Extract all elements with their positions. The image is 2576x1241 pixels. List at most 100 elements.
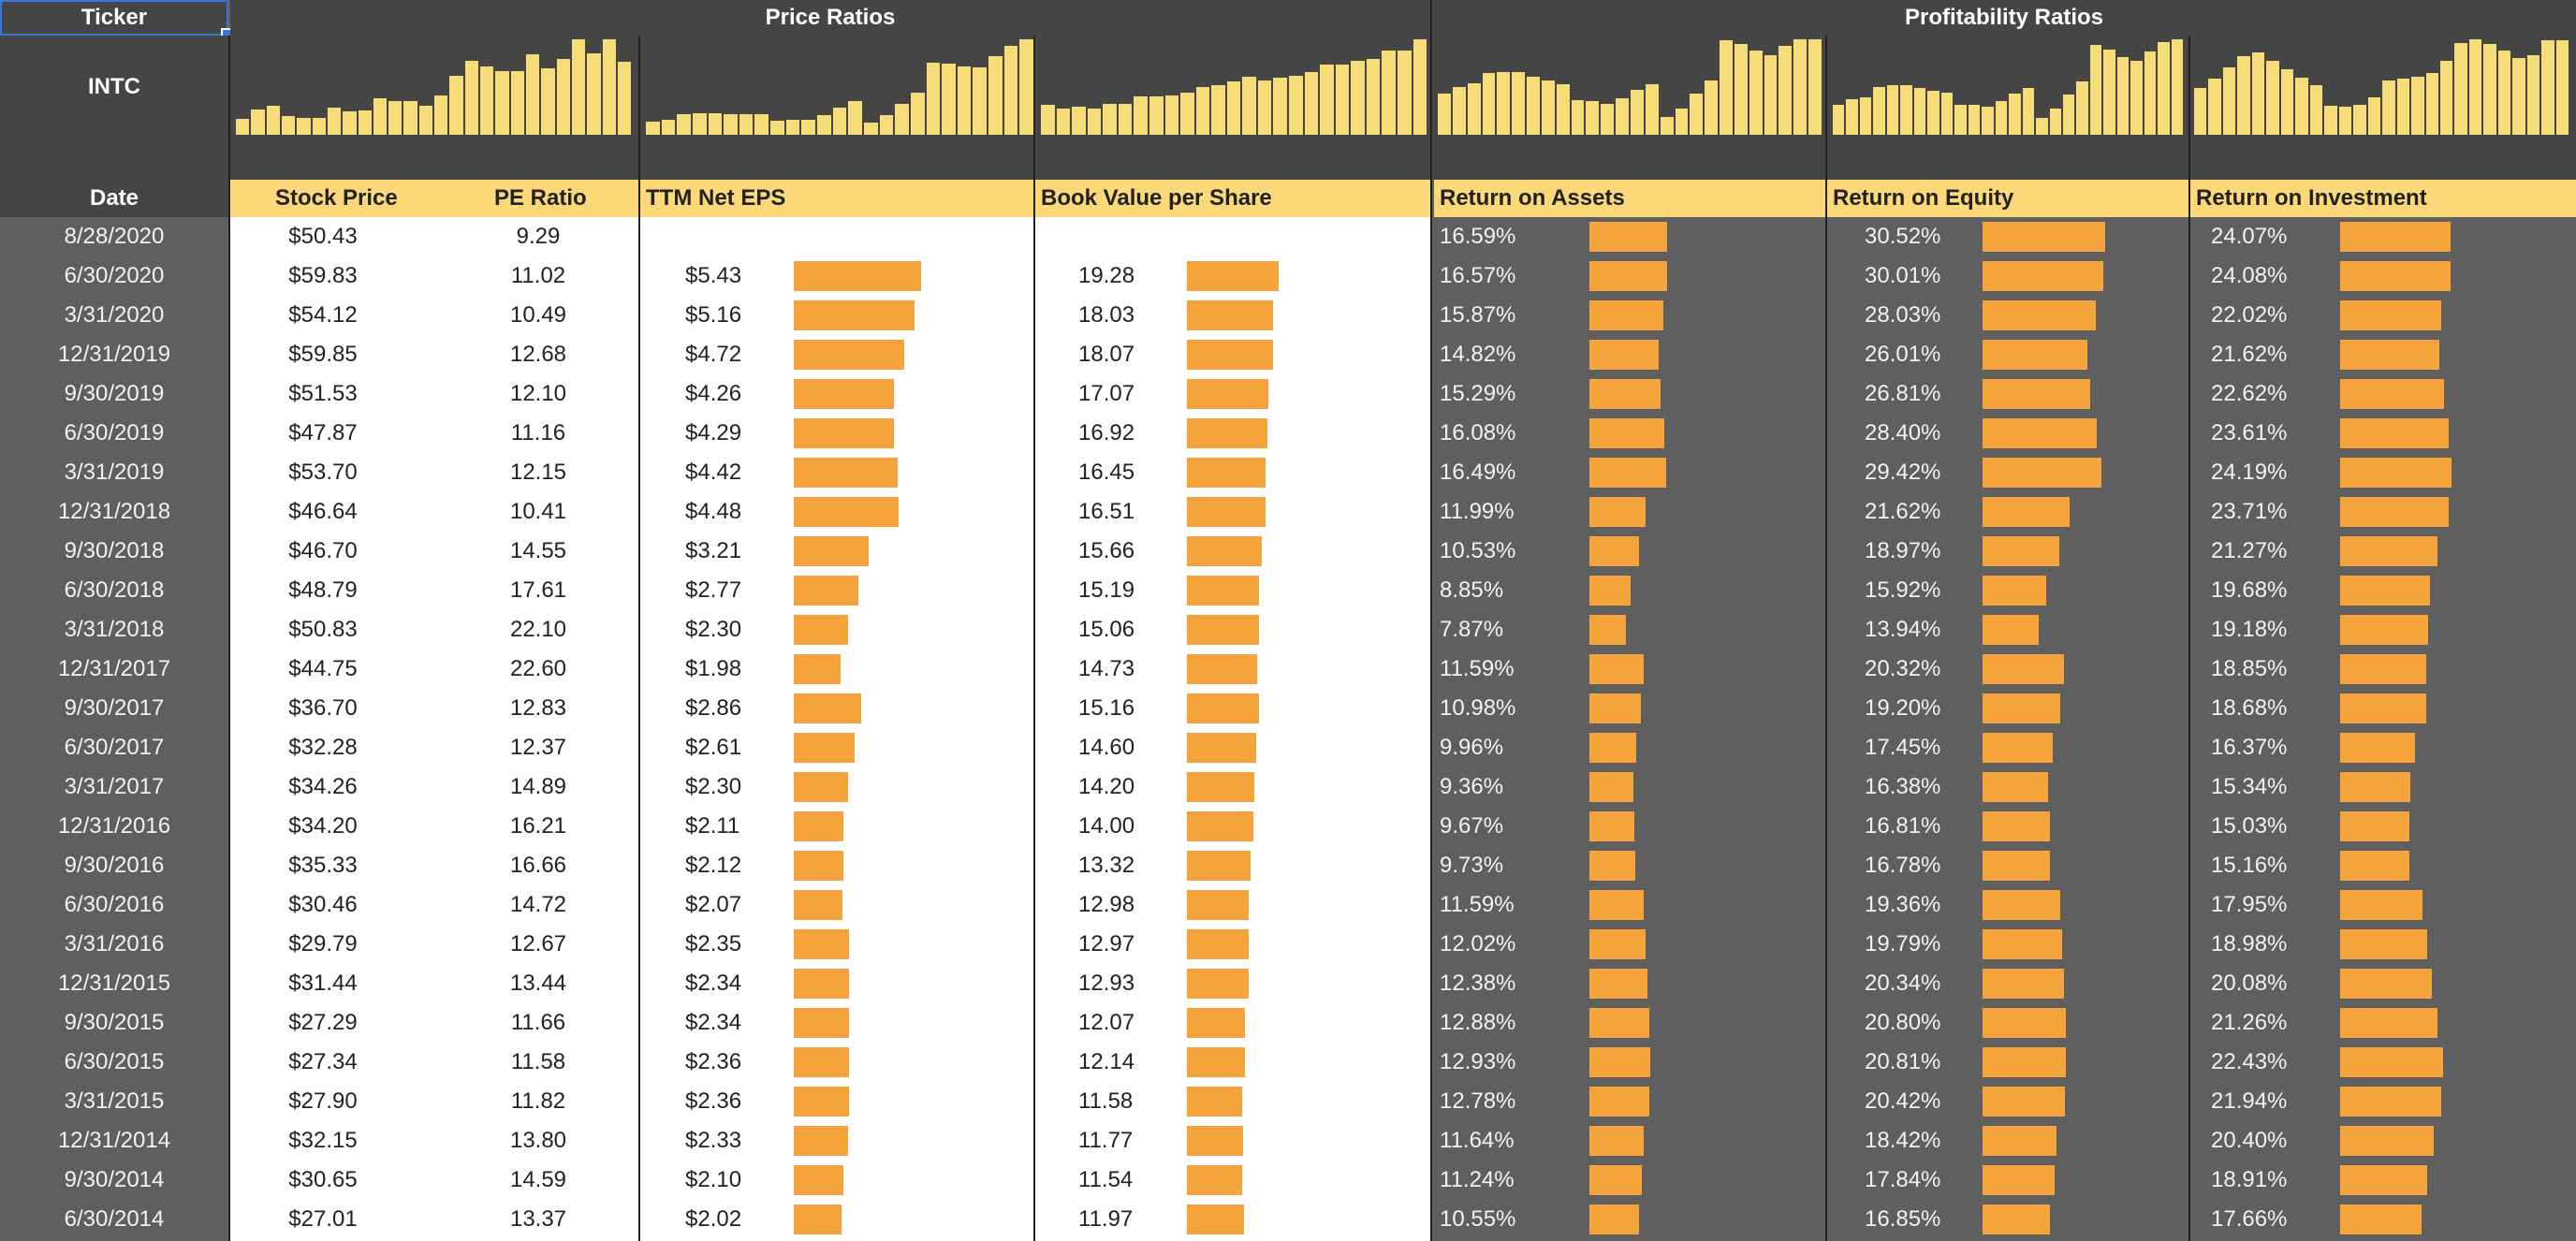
date-cell: 9/30/2015: [64, 1010, 165, 1035]
sparkline-bar: [1180, 93, 1194, 135]
sparkline-bar: [1873, 87, 1885, 135]
roi-bar: [2340, 261, 2451, 291]
sparkline-bar: [1846, 99, 1858, 135]
eps-bar: [794, 576, 859, 606]
sparkline-bar: [2309, 85, 2323, 135]
sparkline-bar: [1497, 71, 1511, 135]
sparkline-bar: [724, 113, 738, 135]
roi-bar: [2340, 772, 2411, 802]
stock-price-cell: $44.75: [288, 656, 358, 681]
bvps-cell: 19.28: [1078, 263, 1135, 288]
eps-bar: [794, 654, 841, 684]
stock-price-cell: $50.83: [288, 617, 358, 642]
sparkline-bar: [1940, 92, 1954, 135]
roe-cell: 13.94%: [1865, 617, 1941, 642]
roa-cell: 11.24%: [1440, 1167, 1515, 1192]
roi-bar: [2340, 811, 2409, 841]
bvps-cell: 15.06: [1078, 617, 1135, 642]
sparkline-bar: [510, 71, 524, 135]
roi-col-header: Return on Investment: [2190, 180, 2576, 217]
sparkline-bar: [2049, 109, 2061, 135]
roi-cell: 18.68%: [2211, 695, 2288, 721]
roe-cell: 20.81%: [1865, 1049, 1941, 1074]
eps-bar: [794, 300, 915, 330]
eps-cell: $2.86: [685, 695, 742, 721]
sparkline-bar: [754, 113, 769, 135]
profitability-ratios-header: Profitability Ratios: [1432, 0, 2576, 36]
pe-ratio-cell: 13.37: [509, 1206, 567, 1232]
date-cell: 9/30/2018: [64, 538, 165, 563]
sparkline-bar: [1512, 72, 1526, 135]
date-cell: 6/30/2016: [64, 892, 165, 917]
eps-cell: $4.42: [685, 460, 742, 485]
roe-cell: 17.45%: [1865, 735, 1941, 760]
bvps-cell: 18.07: [1078, 342, 1135, 367]
roe-cell: 16.81%: [1865, 813, 1941, 839]
sparkline-bar: [2144, 51, 2157, 135]
roa-col-header: Return on Assets: [1434, 180, 1825, 217]
roa-bar: [1589, 536, 1639, 566]
eps-bar: [794, 811, 843, 841]
sparkline-bar: [1056, 109, 1071, 135]
stock-price-cell: $46.70: [288, 538, 358, 563]
bvps-bar: [1187, 1165, 1242, 1195]
date-cell: 12/31/2018: [57, 499, 171, 524]
sparkline-bar: [1982, 106, 1994, 135]
sparkline-bar: [1645, 83, 1659, 135]
roi-cell: 24.08%: [2211, 263, 2288, 288]
roi-bar: [2340, 733, 2416, 763]
roe-bar: [1983, 694, 2060, 723]
roi-bar: [2340, 694, 2426, 723]
roa-cell: 9.36%: [1440, 774, 1504, 799]
roi-bar: [2340, 536, 2438, 566]
roe-bar: [1983, 222, 2106, 252]
sparkline-bar: [602, 39, 616, 135]
eps-bar: [794, 969, 849, 999]
sparkline-bar: [646, 122, 660, 135]
sparkline-bar: [1320, 64, 1334, 135]
roa-bar: [1589, 772, 1633, 802]
roe-bar: [1983, 458, 2101, 488]
roe-cell: 28.03%: [1865, 302, 1941, 328]
roi-bar: [2340, 418, 2449, 448]
stock-price-cell: $48.79: [288, 577, 358, 603]
sparkline-bar: [1833, 104, 1845, 135]
sparkline-bar: [926, 62, 941, 135]
sparkline-bar: [2158, 41, 2170, 135]
sparkline-bar: [1778, 45, 1793, 135]
bvps-bar: [1187, 458, 1266, 488]
sparkline-bar: [1382, 50, 1396, 135]
sparkline-bar: [327, 108, 342, 135]
sparkline-bar: [2251, 51, 2265, 135]
stock-price-cell: $59.83: [288, 263, 358, 288]
date-cell: 6/30/2017: [64, 735, 165, 760]
bvps-cell: 14.60: [1078, 735, 1135, 760]
roi-bar: [2340, 615, 2428, 645]
sparkline-bar: [785, 119, 800, 135]
ticker-header-cell[interactable]: Ticker: [0, 0, 228, 36]
roi-bar: [2340, 654, 2427, 684]
roe-bar: [1983, 851, 2051, 881]
sparkline-bar: [1927, 90, 1939, 135]
roa-sparkline: [1438, 39, 1822, 135]
roe-cell: 15.92%: [1865, 577, 1941, 603]
bvps-cell: 11.58: [1078, 1088, 1134, 1114]
roi-bar: [2340, 1008, 2438, 1038]
roa-bar: [1589, 733, 1636, 763]
roe-bar: [1983, 379, 2091, 409]
bvps-cell: 18.03: [1078, 302, 1135, 328]
sparkline-bar: [1995, 101, 2008, 135]
ticker-header-label: Ticker: [80, 5, 148, 30]
sparkline-bar: [1675, 108, 1689, 135]
stock-price-col-header: Stock Price: [275, 185, 398, 211]
roi-cell: 22.43%: [2211, 1049, 2288, 1074]
sparkline-bar: [1273, 77, 1287, 135]
roa-bar: [1589, 458, 1667, 488]
ticker-value-cell[interactable]: INTC: [0, 36, 228, 139]
roe-cell: 19.79%: [1865, 931, 1941, 956]
sparkline-bar: [2280, 69, 2294, 135]
pe-ratio-cell: 12.10: [509, 381, 567, 406]
stock-price-cell: $47.87: [288, 420, 358, 445]
bvps-cell: 17.07: [1078, 381, 1135, 406]
sparkline-bar: [1335, 65, 1350, 135]
